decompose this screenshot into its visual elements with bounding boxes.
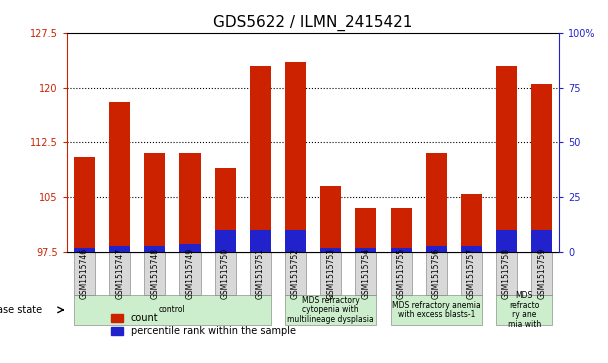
Bar [355, 252, 376, 294]
Text: GSM1515758: GSM1515758 [502, 248, 511, 299]
Text: GSM1515755: GSM1515755 [396, 248, 406, 299]
Text: GSM1515753: GSM1515753 [326, 248, 335, 299]
Bar [531, 84, 552, 252]
Bar [250, 230, 271, 252]
Bar [426, 252, 447, 294]
Text: GSM1515757: GSM1515757 [467, 248, 476, 299]
Text: GSM1515759: GSM1515759 [537, 248, 546, 299]
Bar [531, 252, 552, 294]
Bar [461, 193, 482, 252]
Bar [109, 102, 130, 252]
Bar [355, 248, 376, 252]
Text: disease state: disease state [0, 305, 42, 315]
Bar [496, 252, 517, 294]
Bar [285, 294, 376, 325]
Bar [426, 245, 447, 252]
Bar [250, 66, 271, 252]
Text: GSM1515750: GSM1515750 [221, 248, 230, 299]
Text: GSM1515756: GSM1515756 [432, 248, 441, 299]
Bar [179, 153, 201, 252]
Text: GSM1515754: GSM1515754 [361, 248, 370, 299]
Bar [285, 252, 306, 294]
Bar [179, 252, 201, 294]
Text: MDS
refracto
ry ane
mia with: MDS refracto ry ane mia with [508, 291, 541, 329]
Text: GSM1515746: GSM1515746 [80, 248, 89, 299]
Text: control: control [159, 305, 186, 314]
Bar [320, 252, 341, 294]
Bar [109, 252, 130, 294]
Bar [531, 230, 552, 252]
Bar [496, 66, 517, 252]
Bar [215, 168, 236, 252]
Bar [144, 153, 165, 252]
Bar [250, 252, 271, 294]
Bar [285, 62, 306, 252]
Text: GSM1515749: GSM1515749 [185, 248, 195, 299]
Text: GSM1515747: GSM1515747 [115, 248, 124, 299]
Bar [390, 208, 412, 252]
Bar [74, 252, 95, 294]
Bar [320, 248, 341, 252]
Bar [390, 252, 412, 294]
Bar [496, 294, 552, 325]
Bar [461, 252, 482, 294]
Legend: count, percentile rank within the sample: count, percentile rank within the sample [111, 313, 295, 336]
Bar [144, 245, 165, 252]
Bar [74, 157, 95, 252]
Bar [285, 230, 306, 252]
Title: GDS5622 / ILMN_2415421: GDS5622 / ILMN_2415421 [213, 15, 413, 31]
Bar [426, 153, 447, 252]
Bar [215, 230, 236, 252]
Text: GSM1515751: GSM1515751 [256, 248, 265, 299]
Bar [74, 294, 271, 325]
Bar [355, 208, 376, 252]
Bar [74, 248, 95, 252]
Text: MDS refractory anemia
with excess blasts-1: MDS refractory anemia with excess blasts… [392, 301, 480, 319]
Bar [144, 252, 165, 294]
Text: MDS refractory
cytopenia with
multilineage dysplasia: MDS refractory cytopenia with multilinea… [288, 296, 374, 324]
Bar [461, 245, 482, 252]
Bar [390, 294, 482, 325]
Bar [179, 244, 201, 252]
Bar [320, 186, 341, 252]
Bar [109, 245, 130, 252]
Bar [496, 230, 517, 252]
Bar [390, 248, 412, 252]
Bar [215, 252, 236, 294]
Text: GSM1515748: GSM1515748 [150, 248, 159, 299]
Text: GSM1515752: GSM1515752 [291, 248, 300, 299]
